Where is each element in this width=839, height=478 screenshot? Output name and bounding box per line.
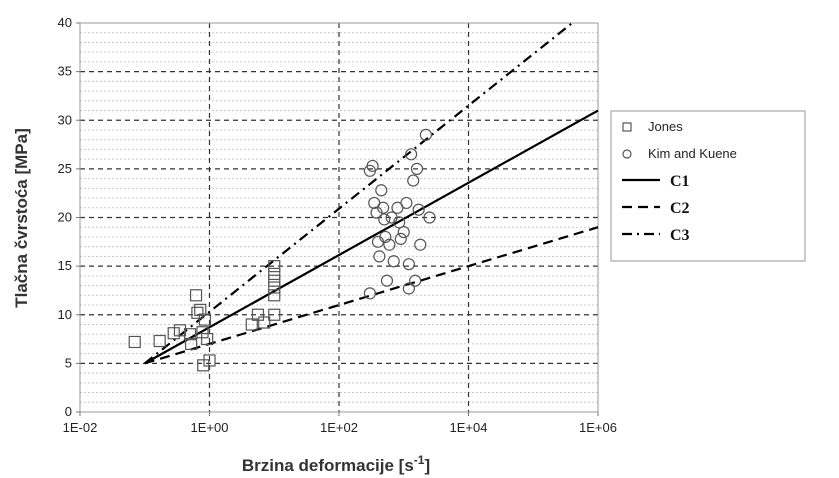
kim-and-kuene-point [377,201,390,214]
kim-and-kuene-point [397,225,410,239]
kim-and-kuene-point [393,216,406,229]
kim-and-kuene-point [394,232,407,245]
data-points [128,128,436,372]
y-tick-label: 20 [58,210,72,225]
jones-point [268,308,281,321]
kim-and-kuene-point [373,250,386,263]
kim-and-kuene-point [378,213,391,226]
jones-point [196,326,209,339]
kim-and-kuene-point [363,287,376,300]
kim-and-kuene-point [407,174,420,187]
kim-and-kuene-point [402,282,415,295]
y-tick-label: 35 [58,64,72,79]
y-axis-title: Tlačna čvrstoća [MPa] [12,128,31,308]
jones-point [198,313,212,326]
fit-line-c1 [144,109,599,365]
jones-point [201,332,214,346]
kim-and-kuene-point [414,238,427,251]
kim-and-kuene-point [400,196,413,210]
kim-and-kuene-point [366,159,379,173]
y-tick-label: 0 [65,404,72,419]
jones-point [197,359,210,372]
y-tick-label: 25 [58,161,72,176]
axis-ticks: 0 5 10 15 20 25 30 35 40 1E-02 1E+00 1E+02 1E+04 1E+0… [58,15,617,435]
jones-point [173,324,187,337]
kim-and-kuene-point [423,211,436,224]
kim-and-kuene-point [375,184,388,197]
kim-and-kuene-point [412,203,425,216]
kim-and-kuene-point [405,148,418,161]
grid [80,23,598,412]
jones-point [167,327,180,340]
legend-label-jones: Jones [648,119,683,134]
jones-point [203,354,216,367]
y-tick-label: 15 [58,258,72,273]
y-tick-label: 10 [58,307,72,322]
jones-point [194,303,207,316]
jones-point [268,267,281,281]
legend-box [610,110,806,262]
jones-point [268,281,281,294]
jones-point [251,308,265,321]
y-tick-label: 30 [58,112,72,127]
x-tick-label: 1E-02 [63,420,98,435]
jones-point [268,289,281,302]
legend-marker-jones [622,122,632,132]
fit-line-c3 [144,22,573,365]
kim-and-kuene-point [409,274,422,287]
legend: Jones Kim and Kuene C1 C2 C3 [610,110,806,262]
fit-lines [144,22,599,365]
legend-label-c1: C1 [670,173,690,190]
x-tick-label: 1E+02 [320,420,358,435]
jones-point [268,260,281,273]
jones-point [128,335,141,349]
x-axis-title: Brzina deformacije [s-1] [242,453,430,475]
kim-and-kuene-point [383,238,396,251]
legend-marker-kim-and-kuene [622,149,632,159]
kim-and-kuene-point [379,230,392,244]
kim-and-kuene-point [387,255,400,268]
jones-point [191,306,204,319]
jones-point [245,318,258,331]
jones-point [258,316,271,329]
x-tick-label: 1E+04 [450,420,488,435]
jones-point [153,334,166,348]
kim-and-kuene-point [402,258,415,271]
kim-and-kuene-point [380,274,394,287]
y-tick-label: 5 [65,355,72,370]
x-tick-label: 1E+00 [191,420,229,435]
jones-point [185,337,198,351]
jones-point [189,289,203,302]
kim-and-kuene-point [410,162,424,175]
y-tick-label: 40 [58,15,72,30]
jones-point [183,328,197,341]
legend-label-kim-and-kuene: Kim and Kuene [648,146,737,161]
x-tick-label: 1E+06 [579,420,617,435]
legend-label-c3: C3 [670,227,690,244]
legend-label-c2: C2 [670,200,690,217]
kim-and-kuene-point [419,128,433,141]
jones-point [268,274,281,287]
